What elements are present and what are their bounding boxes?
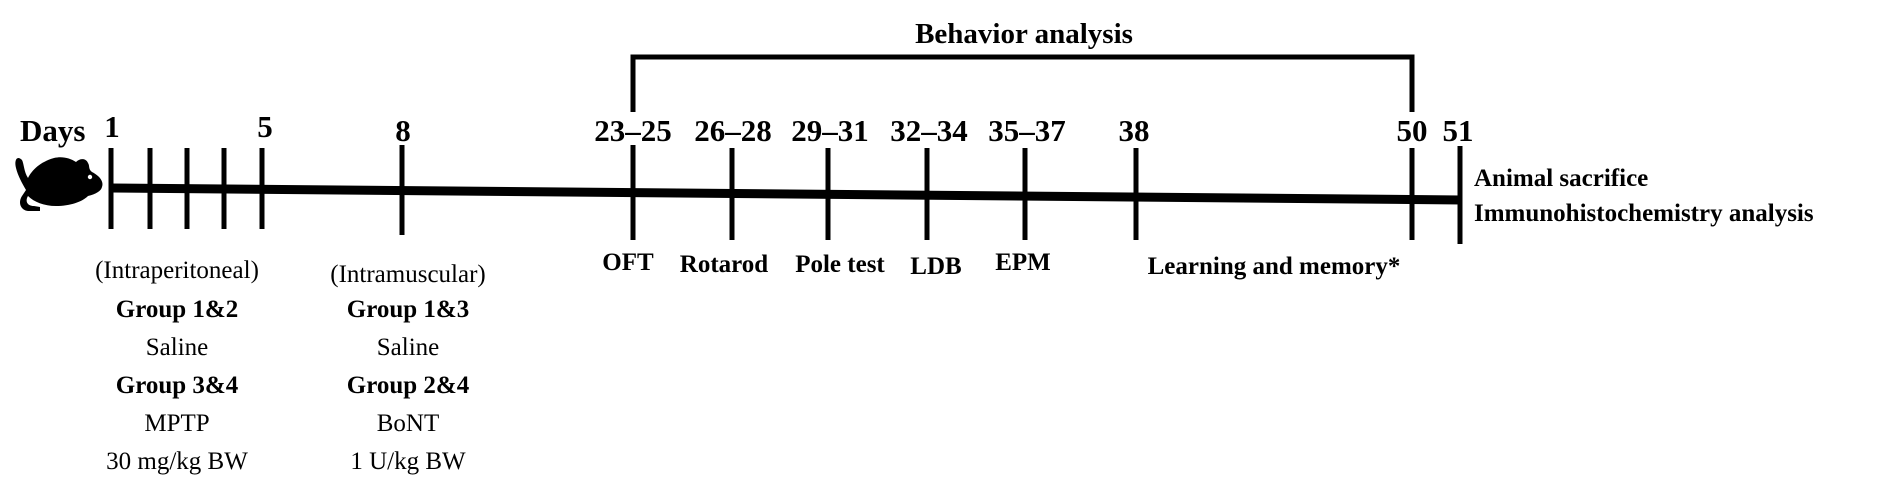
day-label-50: 50 xyxy=(1397,113,1428,148)
day-label-23-25: 23–25 xyxy=(594,113,672,148)
injection2-agent-a: Saline xyxy=(377,334,440,361)
injection2-group-a: Group 1&3 xyxy=(347,296,469,323)
day-label-1: 1 xyxy=(104,109,120,144)
day-label-38: 38 xyxy=(1119,113,1150,148)
day-label-8: 8 xyxy=(395,113,411,148)
day-label-26-28: 26–28 xyxy=(694,113,772,148)
test-oft: OFT xyxy=(602,249,654,276)
test-ldb: LDB xyxy=(910,253,961,280)
day-label-35-37: 35–37 xyxy=(988,113,1066,148)
test-learning-memory: Learning and memory* xyxy=(1148,253,1401,280)
timeline-axis xyxy=(110,183,1463,205)
injection2-agent-b: BoNT xyxy=(377,410,440,437)
day-label-29-31: 29–31 xyxy=(791,113,869,148)
test-epm: EPM xyxy=(995,249,1051,276)
injection-block-2: (Intramuscular) Group 1&3 Saline Group 2… xyxy=(330,261,485,475)
injection1-route: (Intraperitoneal) xyxy=(95,257,259,284)
injection1-agent-a: Saline xyxy=(146,334,209,361)
injection1-agent-b: MPTP xyxy=(144,410,209,437)
injection-block-1: (Intraperitoneal) Group 1&2 Saline Group… xyxy=(95,257,259,475)
behavior-analysis-bracket xyxy=(630,54,1415,112)
injection1-group-a: Group 1&2 xyxy=(116,296,238,323)
behavior-analysis-title: Behavior analysis xyxy=(915,18,1133,50)
day-label-51: 51 xyxy=(1443,113,1474,148)
day-label-5: 5 xyxy=(257,109,273,144)
endpoint-ihc: Immunohistochemistry analysis xyxy=(1474,200,1814,227)
tick-marks xyxy=(108,145,1415,240)
day-label-32-34: 32–34 xyxy=(890,113,968,148)
test-pole: Pole test xyxy=(795,251,885,278)
test-rotarod: Rotarod xyxy=(680,251,769,278)
injection2-dose: 1 U/kg BW xyxy=(350,448,466,475)
injection2-route: (Intramuscular) xyxy=(330,261,485,288)
injection1-dose: 30 mg/kg BW xyxy=(106,448,248,475)
endpoint-sacrifice: Animal sacrifice xyxy=(1474,165,1648,192)
mouse-silhouette-icon xyxy=(15,157,103,211)
injection2-group-b: Group 2&4 xyxy=(347,372,470,399)
days-axis-label: Days xyxy=(20,113,85,148)
injection1-group-b: Group 3&4 xyxy=(116,372,239,399)
